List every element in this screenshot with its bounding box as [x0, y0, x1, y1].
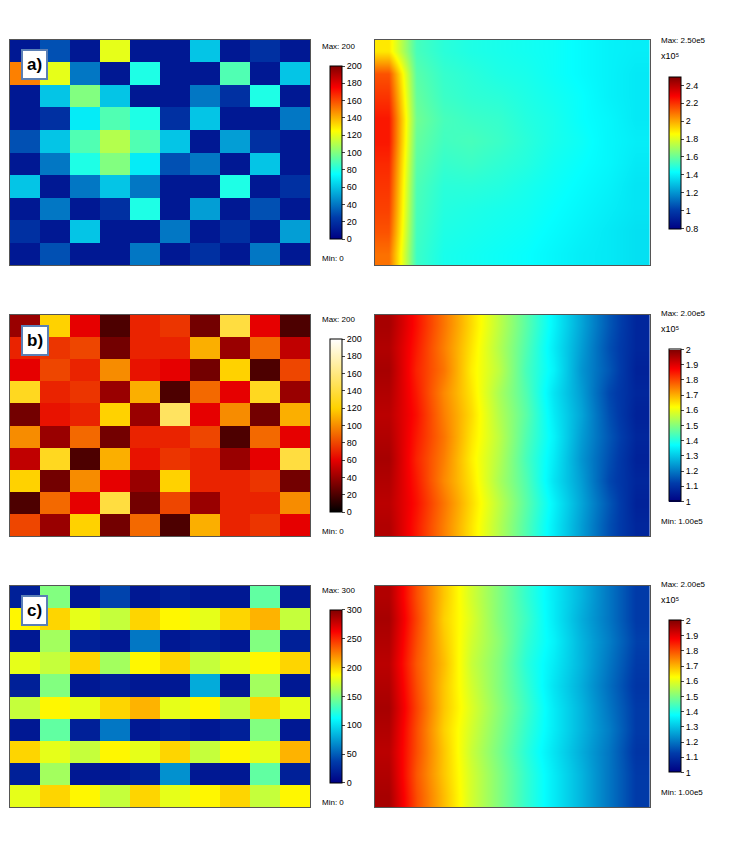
svg-text:140: 140 [347, 113, 362, 123]
svg-text:200: 200 [347, 334, 362, 344]
svg-text:1.2: 1.2 [686, 466, 699, 476]
svg-text:x10⁵: x10⁵ [661, 51, 680, 61]
svg-text:1.5: 1.5 [686, 692, 699, 702]
svg-text:80: 80 [347, 165, 357, 175]
svg-text:0: 0 [347, 507, 352, 517]
svg-text:50: 50 [347, 749, 357, 759]
svg-text:2.2: 2.2 [686, 98, 699, 108]
svg-text:a): a) [27, 55, 42, 74]
svg-text:1.1: 1.1 [686, 752, 699, 762]
svg-text:1.8: 1.8 [686, 134, 699, 144]
svg-text:40: 40 [347, 473, 357, 483]
svg-text:1.2: 1.2 [686, 737, 699, 747]
svg-text:1.7: 1.7 [686, 390, 699, 400]
svg-text:250: 250 [347, 634, 362, 644]
svg-text:100: 100 [347, 148, 362, 158]
svg-text:1: 1 [686, 768, 691, 778]
svg-text:2: 2 [686, 116, 691, 126]
svg-text:100: 100 [347, 421, 362, 431]
svg-text:1.8: 1.8 [686, 375, 699, 385]
svg-text:150: 150 [347, 692, 362, 702]
svg-text:1.8: 1.8 [686, 646, 699, 656]
svg-text:60: 60 [347, 455, 357, 465]
svg-text:x10⁵: x10⁵ [661, 595, 680, 605]
svg-text:1.2: 1.2 [686, 188, 699, 198]
svg-text:1.7: 1.7 [686, 661, 699, 671]
svg-text:2: 2 [686, 345, 691, 355]
svg-text:Max: 2.00e5: Max: 2.00e5 [661, 309, 706, 318]
svg-text:40: 40 [347, 200, 357, 210]
svg-text:2.4: 2.4 [686, 81, 699, 91]
svg-text:160: 160 [347, 369, 362, 379]
svg-text:Max: 2.50e5: Max: 2.50e5 [661, 36, 706, 45]
svg-text:20: 20 [347, 217, 357, 227]
svg-text:180: 180 [347, 351, 362, 361]
svg-text:2: 2 [686, 616, 691, 626]
svg-text:1.5: 1.5 [686, 421, 699, 431]
svg-text:160: 160 [347, 96, 362, 106]
svg-text:Min: 0: Min: 0 [322, 798, 344, 807]
svg-text:1.4: 1.4 [686, 707, 699, 717]
svg-text:1.9: 1.9 [686, 360, 699, 370]
svg-text:200: 200 [347, 61, 362, 71]
svg-text:1.6: 1.6 [686, 152, 699, 162]
svg-text:Max: 200: Max: 200 [322, 42, 355, 51]
svg-text:100: 100 [347, 720, 362, 730]
svg-text:Max: 2.00e5: Max: 2.00e5 [661, 580, 706, 589]
svg-text:1.4: 1.4 [686, 170, 699, 180]
svg-text:140: 140 [347, 386, 362, 396]
svg-text:20: 20 [347, 490, 357, 500]
svg-text:120: 120 [347, 130, 362, 140]
svg-text:1.4: 1.4 [686, 436, 699, 446]
svg-text:1.3: 1.3 [686, 722, 699, 732]
svg-text:300: 300 [347, 605, 362, 615]
svg-text:1.6: 1.6 [686, 405, 699, 415]
svg-text:Min: 1.00e5: Min: 1.00e5 [661, 788, 703, 797]
svg-text:80: 80 [347, 438, 357, 448]
svg-text:Min: 1.00e5: Min: 1.00e5 [661, 517, 703, 526]
svg-text:b): b) [27, 331, 43, 350]
svg-text:0: 0 [347, 778, 352, 788]
svg-text:Max: 200: Max: 200 [322, 315, 355, 324]
svg-text:200: 200 [347, 663, 362, 673]
svg-text:1.3: 1.3 [686, 451, 699, 461]
svg-text:60: 60 [347, 182, 357, 192]
svg-text:c): c) [27, 601, 42, 620]
svg-text:1: 1 [686, 497, 691, 507]
svg-text:x10⁵: x10⁵ [661, 324, 680, 334]
svg-text:0.8: 0.8 [686, 224, 699, 234]
svg-text:1.9: 1.9 [686, 631, 699, 641]
svg-text:1.6: 1.6 [686, 676, 699, 686]
svg-text:180: 180 [347, 78, 362, 88]
svg-text:1.1: 1.1 [686, 481, 699, 491]
svg-text:120: 120 [347, 403, 362, 413]
svg-text:0: 0 [347, 234, 352, 244]
svg-text:Min: 0: Min: 0 [322, 254, 344, 263]
svg-text:Min: 0: Min: 0 [322, 527, 344, 536]
svg-text:1: 1 [686, 206, 691, 216]
svg-text:Max: 300: Max: 300 [322, 586, 355, 595]
